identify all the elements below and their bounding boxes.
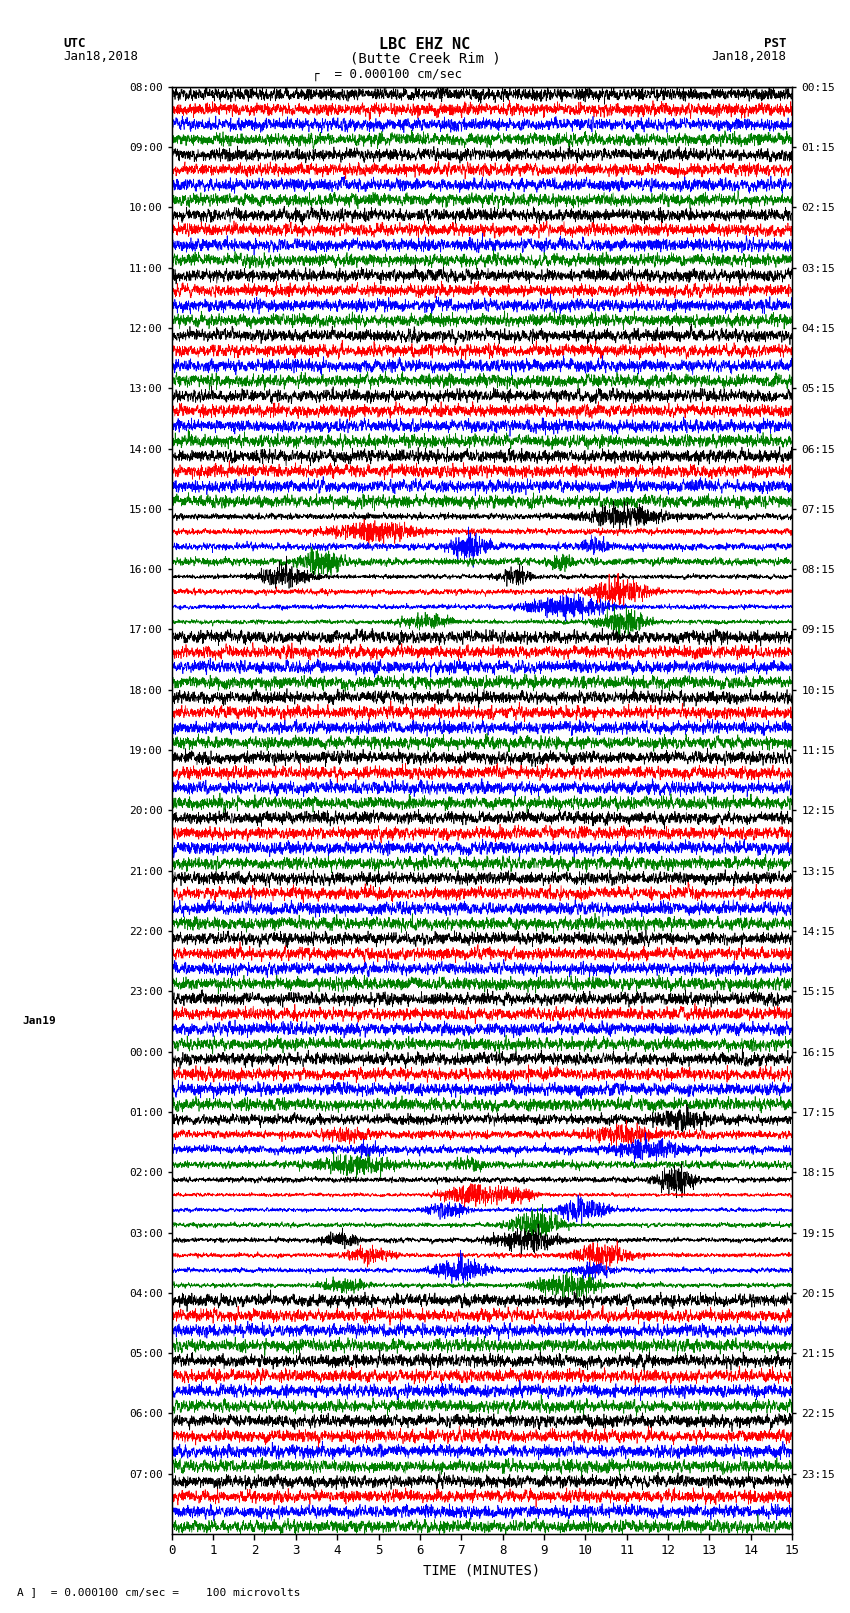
Text: A ]  = 0.000100 cm/sec =    100 microvolts: A ] = 0.000100 cm/sec = 100 microvolts [17, 1587, 301, 1597]
Text: ┌  = 0.000100 cm/sec: ┌ = 0.000100 cm/sec [312, 68, 462, 81]
Text: Jan19: Jan19 [22, 1016, 56, 1026]
Text: Jan18,2018: Jan18,2018 [64, 50, 139, 63]
Text: UTC: UTC [64, 37, 86, 50]
Text: Jan18,2018: Jan18,2018 [711, 50, 786, 63]
Text: (Butte Creek Rim ): (Butte Creek Rim ) [349, 52, 501, 66]
X-axis label: TIME (MINUTES): TIME (MINUTES) [423, 1563, 541, 1578]
Text: PST: PST [764, 37, 786, 50]
Text: LBC EHZ NC: LBC EHZ NC [379, 37, 471, 52]
